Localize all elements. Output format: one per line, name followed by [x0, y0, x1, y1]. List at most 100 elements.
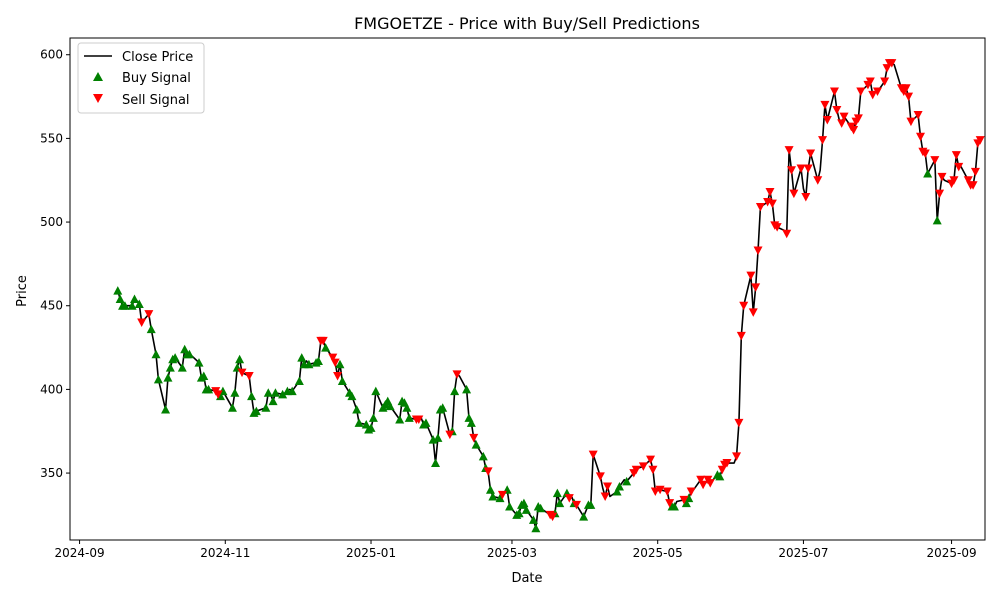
x-tick-label: 2025-01 [346, 546, 396, 560]
buy-signal-marker [404, 413, 414, 422]
buy-signal-marker [227, 403, 237, 412]
buy-signal-marker [113, 286, 123, 295]
x-tick-label: 2024-11 [200, 546, 250, 560]
sell-signal-marker [915, 132, 925, 142]
legend-sell-signal-label: Sell Signal [122, 93, 190, 108]
buy-signal-marker [462, 384, 472, 394]
sell-signal-marker [144, 310, 154, 319]
buy-signal-marker [347, 391, 357, 401]
legend-buy-signal-label: Buy Signal [122, 71, 191, 86]
sell-signal-marker [665, 499, 675, 508]
sell-signal-marker [772, 223, 782, 232]
y-tick-label: 500 [40, 215, 63, 229]
sell-signal-marker [705, 479, 715, 488]
buy-signal-marker [923, 169, 933, 178]
sell-signal-marker [137, 318, 147, 327]
buy-signal-marker [614, 481, 624, 491]
sell-signal-marker [820, 100, 830, 110]
buy-signal-marker [514, 508, 524, 518]
sell-signal-marker [806, 149, 816, 158]
buy-signal-marker [438, 403, 448, 412]
sell-signal-marker [970, 167, 980, 177]
buy-signal-marker [612, 486, 622, 496]
buy-signal-marker [488, 491, 498, 501]
buy-signal-marker [304, 359, 314, 369]
buy-signal-marker [681, 498, 691, 508]
sell-signal-marker [445, 430, 455, 440]
buy-signal-marker [247, 391, 257, 401]
buy-signal-marker [932, 215, 942, 225]
sell-signal-marker [784, 146, 794, 155]
sell-signal-marker [655, 485, 665, 495]
buy-signal-marker [199, 371, 209, 381]
sell-signal-marker [963, 176, 973, 185]
buy-signal-marker [278, 389, 288, 399]
sell-signal-marker [856, 87, 866, 97]
buy-signal-marker [536, 503, 546, 513]
sell-signal-marker [786, 166, 796, 175]
sell-signal-marker [603, 482, 613, 491]
buy-signal-marker [134, 299, 144, 309]
sell-signal-marker [748, 308, 758, 317]
buy-signal-marker [177, 363, 187, 372]
sell-signal-marker [698, 480, 708, 490]
sell-signal-marker [328, 353, 338, 363]
buy-signal-marker [485, 485, 495, 494]
buy-signal-marker [395, 415, 405, 424]
buy-signal-marker [204, 384, 214, 394]
sell-signal-marker [887, 59, 897, 68]
sell-signal-marker [801, 192, 811, 202]
buy-signal-markers [113, 169, 942, 533]
sell-signal-marker [588, 450, 598, 460]
buy-signal-marker [385, 401, 395, 411]
sell-signal-marker [849, 126, 859, 135]
sell-signal-marker [782, 229, 792, 239]
legend: Close Price Buy Signal Sell Signal [77, 42, 205, 114]
buy-signal-marker [297, 353, 307, 362]
sell-signal-marker [646, 455, 656, 465]
buy-signal-marker [552, 488, 562, 498]
sell-signal-marker [318, 336, 328, 346]
plot-area [113, 59, 985, 533]
sell-signal-marker [913, 110, 923, 120]
y-tick-label: 600 [40, 48, 63, 62]
sell-signal-marker [650, 487, 660, 496]
sell-signal-marker [920, 149, 930, 158]
sell-signal-marker [868, 90, 878, 100]
buy-signal-marker [368, 413, 378, 422]
buy-signal-marker [270, 388, 280, 397]
buy-signal-marker [366, 423, 376, 432]
sell-signal-marker [600, 492, 610, 501]
buy-signal-marker [519, 498, 529, 508]
sell-signal-marker [244, 372, 254, 381]
sell-signal-marker [901, 84, 911, 93]
sell-signal-marker [789, 189, 799, 199]
sell-signal-marker [767, 199, 777, 209]
sell-signal-marker [765, 187, 775, 197]
x-tick-label: 2025-03 [487, 546, 537, 560]
sell-signal-marker [564, 494, 574, 503]
buy-signal-marker [165, 363, 175, 372]
buy-signal-marker [354, 418, 364, 427]
buy-signal-marker [715, 471, 725, 481]
sell-signal-marker [330, 358, 340, 368]
sell-signal-marker [662, 487, 672, 496]
sell-signal-marker [751, 283, 761, 292]
buy-signal-marker [151, 349, 161, 359]
buy-signal-marker [471, 440, 481, 449]
sell-signal-marker [739, 301, 749, 311]
sell-signal-marker [595, 472, 605, 481]
buy-signal-marker [230, 388, 240, 397]
sell-signal-marker [872, 87, 882, 97]
legend-box [77, 42, 205, 114]
sell-signal-marker [822, 115, 832, 125]
buy-signal-marker [684, 493, 694, 503]
buy-signal-marker [371, 386, 381, 396]
y-tick-label: 450 [40, 299, 63, 313]
sell-signal-marker [865, 77, 875, 87]
sell-signal-marker [638, 462, 648, 471]
legend-close-price-label: Close Price [122, 50, 193, 65]
sell-signal-marker [755, 203, 765, 212]
buy-signal-marker [115, 294, 125, 304]
sell-signal-marker [853, 114, 863, 123]
